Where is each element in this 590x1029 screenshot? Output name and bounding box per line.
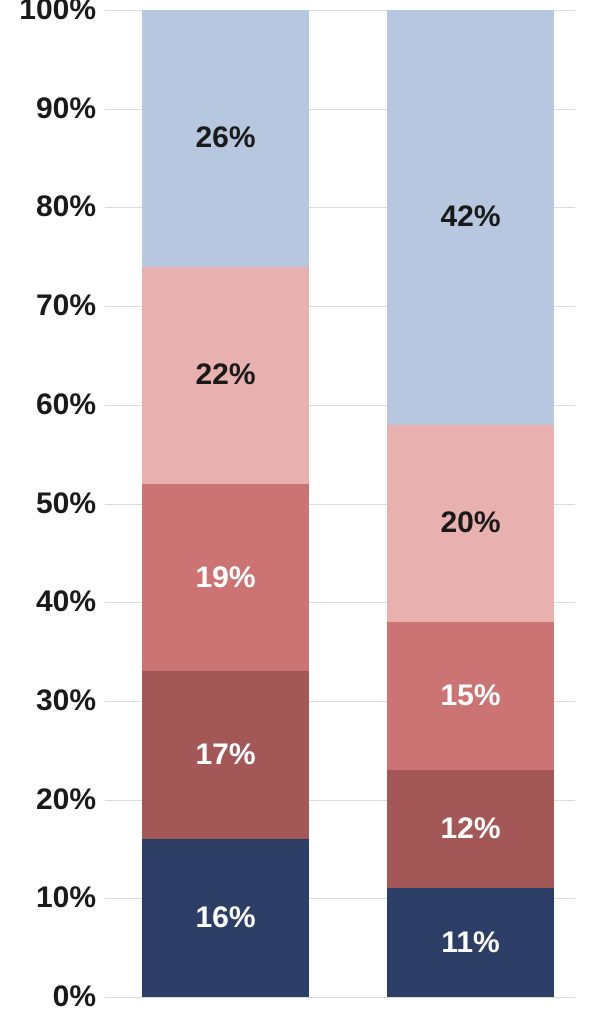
y-axis-tick-label: 90% (36, 92, 96, 126)
y-axis-tick-label: 40% (36, 585, 96, 619)
segment-value-label: 12% (440, 812, 500, 846)
stacked-bar: 11% 12% 15% 20% 42% (387, 10, 554, 997)
y-axis-tick-label: 60% (36, 388, 96, 422)
bar-segment: 17% (142, 671, 309, 839)
bar-segment: 12% (387, 770, 554, 888)
bar-segment: 15% (387, 622, 554, 770)
y-axis-tick-label: 70% (36, 289, 96, 323)
y-axis-tick-label: 80% (36, 190, 96, 224)
y-axis-tick-label: 100% (19, 0, 96, 27)
plot-area: 16% 17% 19% 22% 26% 11% 12% 15% 20% 42% (105, 10, 575, 997)
stacked-bar: 16% 17% 19% 22% 26% (142, 10, 309, 997)
y-axis-tick-label: 50% (36, 487, 96, 521)
bar-segment: 42% (387, 10, 554, 425)
bar-segment: 20% (387, 425, 554, 622)
y-axis-tick-label: 10% (36, 881, 96, 915)
stacked-bar-chart: 16% 17% 19% 22% 26% 11% 12% 15% 20% 42% 0% 10% 20% 3… (0, 0, 590, 1029)
segment-value-label: 42% (440, 200, 500, 234)
segment-value-label: 22% (195, 358, 255, 392)
bar-segment: 11% (387, 888, 554, 997)
segment-value-label: 15% (440, 679, 500, 713)
bar-segment: 16% (142, 839, 309, 997)
bar-segment: 26% (142, 10, 309, 267)
bar-segment: 19% (142, 484, 309, 672)
gridline (105, 997, 575, 998)
segment-value-label: 17% (195, 738, 255, 772)
segment-value-label: 11% (441, 926, 499, 960)
y-axis-tick-label: 0% (53, 980, 96, 1014)
bar-segment: 22% (142, 267, 309, 484)
segment-value-label: 19% (195, 561, 255, 595)
y-axis-tick-label: 20% (36, 783, 96, 817)
segment-value-label: 16% (195, 901, 255, 935)
segment-value-label: 26% (195, 121, 255, 155)
y-axis-tick-label: 30% (36, 684, 96, 718)
segment-value-label: 20% (440, 506, 500, 540)
